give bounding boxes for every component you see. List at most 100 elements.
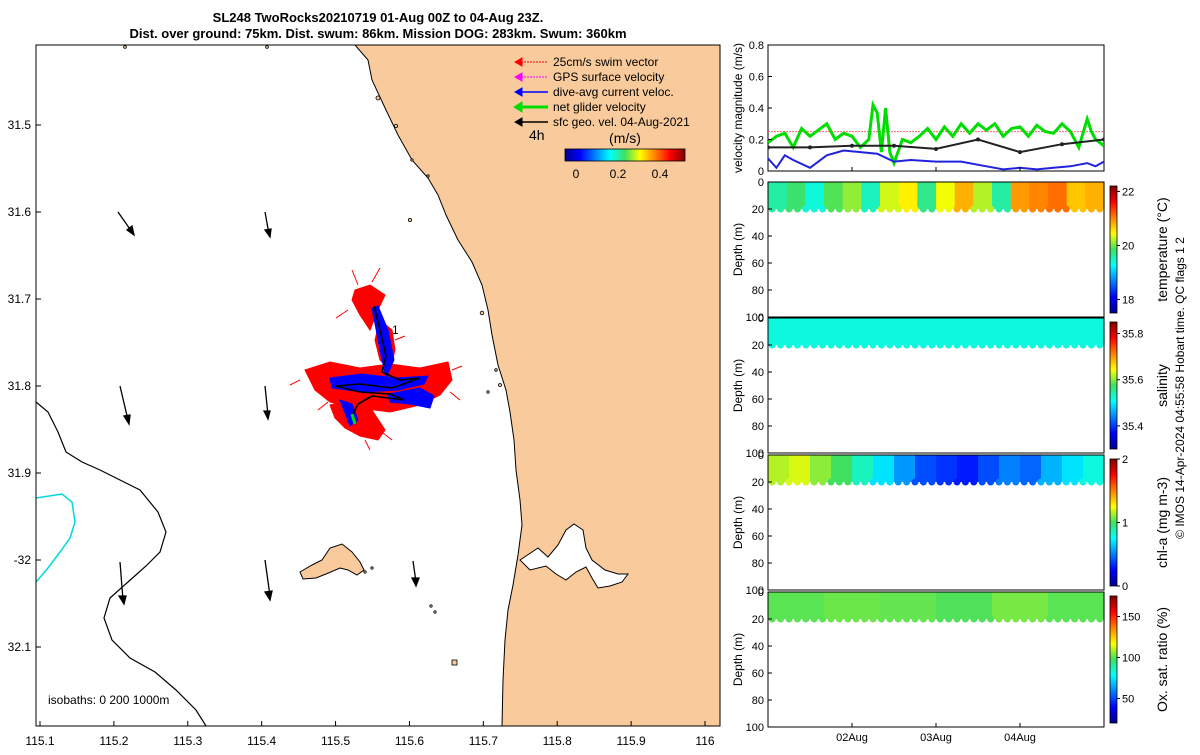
profile-dive-bottom [945, 615, 953, 623]
profile-dive-bottom [1020, 341, 1028, 349]
profile-dive-bottom [1096, 478, 1104, 486]
profile-dive-bottom [819, 478, 827, 486]
profile-dive-bottom [978, 205, 986, 213]
profile-colorbar [1109, 185, 1118, 314]
velocity-y-tick-label: 0 [758, 166, 764, 178]
profile-dive-bottom [1012, 205, 1020, 213]
profile-dive-bottom [802, 478, 810, 486]
depth-tick-label: 0 [758, 587, 764, 599]
profile-cell [786, 182, 806, 209]
profile-dive-bottom [844, 341, 852, 349]
velocity-point [892, 143, 896, 148]
profile-dive-bottom [1079, 205, 1087, 213]
estuary [519, 523, 629, 589]
profile-dive-bottom [844, 205, 852, 213]
profile-dive-bottom [1096, 615, 1104, 623]
velocity-ylabel: velocity magnitude (m/s) [731, 43, 745, 173]
profile-cell [957, 455, 979, 482]
profile-axes-box [767, 454, 1105, 591]
map-y-tick-label: 31.9 [8, 466, 32, 480]
profile-dive-bottom [1029, 615, 1037, 623]
profile-dive-bottom [1054, 615, 1062, 623]
profile-dive-bottom [827, 478, 835, 486]
map-x-tick-label: 115.5 [321, 734, 350, 748]
profile-cell [973, 182, 993, 209]
geo-velocity-arrows [117, 211, 420, 606]
profile-dive-bottom [861, 615, 869, 623]
profile-dive-bottom [810, 615, 818, 623]
profile-dive-bottom [919, 205, 927, 213]
profile-dive-bottom [835, 478, 843, 486]
isobaths-label: isobaths: 0 200 1000m [48, 693, 169, 707]
profile-dive-bottom [928, 478, 936, 486]
profile-cell [768, 592, 825, 619]
depth-axis-label: Depth (m) [731, 633, 745, 686]
colorbar-tick-label: 20 [1122, 240, 1134, 252]
profile-dive-bottom [886, 478, 894, 486]
profile-dive-bottom [793, 615, 801, 623]
profile-dive-bottom [953, 615, 961, 623]
profile-dive-bottom [1079, 341, 1087, 349]
side-note: © IMOS 14-Apr-2024 04:55:58 Hobart time.… [1173, 237, 1187, 539]
profile-cell [898, 182, 918, 209]
depth-tick-label: 40 [752, 231, 764, 243]
map-x-tick-label: 115.8 [543, 734, 572, 748]
map-y-axis: 31.5 31.6 31.7 31.8 31.9 -32 32.1 [8, 118, 41, 654]
track-label: 1 [392, 323, 399, 337]
velocity-y-tick-label: 0.2 [749, 135, 764, 147]
map-colorbar [564, 148, 686, 162]
legend-geo-symbol [513, 117, 548, 127]
profile-dive-bottom [961, 615, 969, 623]
profile-cell [824, 592, 881, 619]
profile-dive-bottom [877, 615, 885, 623]
map-x-tick-label: 115.1 [25, 734, 54, 748]
profile-dive-bottom [1012, 615, 1020, 623]
profile-dive-bottom [827, 615, 835, 623]
profile-dive-bottom [1062, 205, 1070, 213]
depth-tick-label: 100 [746, 585, 764, 597]
colorbar-label: salinity [1154, 364, 1170, 407]
profile-dive-bottom [802, 341, 810, 349]
profile-dive-bottom [1054, 478, 1062, 486]
profile-dive-bottom [869, 205, 877, 213]
profile-dive-bottom [911, 615, 919, 623]
colorbar-tick-label: 35.8 [1122, 329, 1143, 341]
profile-dive-bottom [1029, 205, 1037, 213]
profile-dive-bottom [1087, 205, 1095, 213]
map-x-tick-label: 115.4 [247, 734, 276, 748]
profile-cell [880, 182, 900, 209]
map-x-axis: 115.1 115.2 115.3 115.4 115.5 115.6 115.7 115.8… [25, 721, 715, 748]
legend-swim-symbol [513, 57, 548, 67]
profile-dive-bottom [785, 341, 793, 349]
profile-dive-bottom [970, 478, 978, 486]
map-x-tick-label: 115.6 [395, 734, 424, 748]
profile-dive-bottom [1003, 341, 1011, 349]
profile-dive-bottom [861, 478, 869, 486]
colorbar-tick-label: 2 [1122, 454, 1128, 466]
legend-swim: 25cm/s swim vector [553, 55, 658, 69]
velocity-panel: 0 0.2 0.4 0.6 0.8 velocity magnitude (m/s) [731, 40, 1105, 178]
time-tick-label: 04Aug [1004, 732, 1036, 744]
profile-dive-bottom [869, 478, 877, 486]
profile-cell [936, 592, 993, 619]
colorbar-tick-label: 35.4 [1122, 421, 1143, 433]
profile-dive-bottom [1037, 615, 1045, 623]
profile-dive-bottom [1037, 205, 1045, 213]
profile-cell [873, 455, 895, 482]
title-line1: SL248 TwoRocks20210719 01-Aug 00Z to 04-… [213, 10, 544, 25]
profile-dive-bottom [768, 615, 776, 623]
profile-dive-bottom [877, 478, 885, 486]
map-colorbar-tick: 0 [573, 167, 580, 181]
profile-dive-bottom [936, 205, 944, 213]
profile-dive-bottom [1071, 341, 1079, 349]
map-panel: 1 115.1 115.2 115.3 115.4 115.5 115.6 115.7 115… [8, 44, 721, 748]
velocity-point [1018, 150, 1022, 155]
map-x-tick-label: 116 [695, 734, 714, 748]
profile-dive-bottom [953, 341, 961, 349]
velocity-point [976, 137, 980, 142]
profile-dive-bottom [777, 205, 785, 213]
profile-dive-bottom [945, 341, 953, 349]
profile-dive-bottom [903, 478, 911, 486]
profile-temperature: 0 20 40 60 80 100 Depth (m) 18 20 22 temperature (… [731, 177, 1170, 324]
profile-dive-bottom [961, 478, 969, 486]
